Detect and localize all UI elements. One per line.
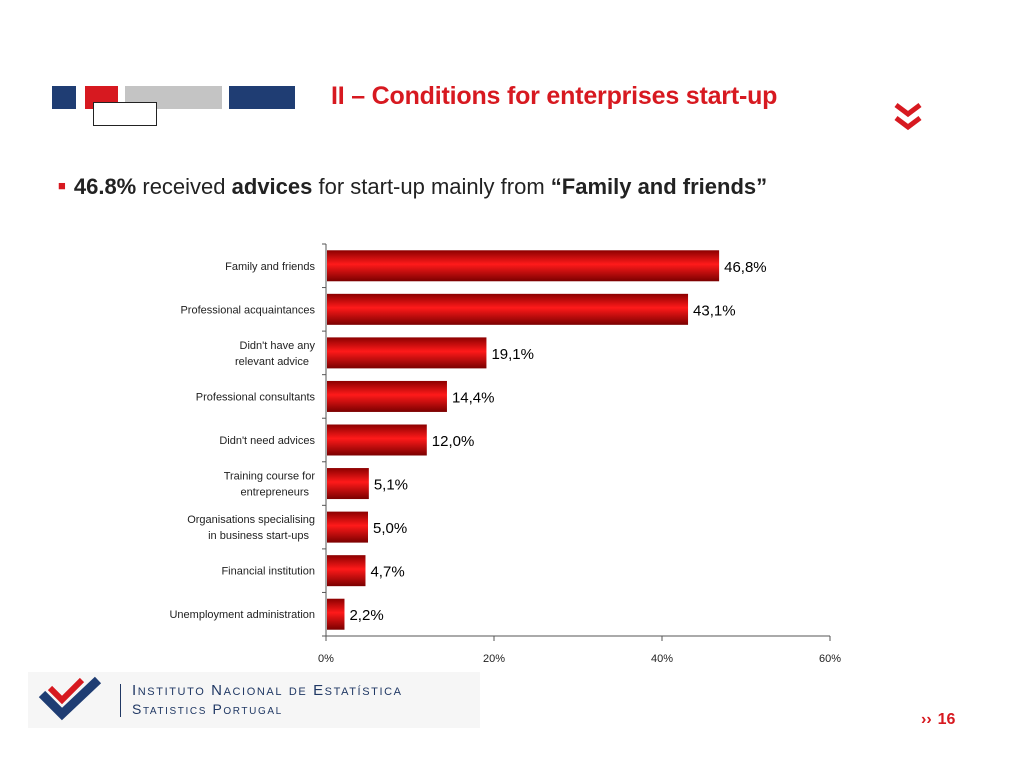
- bar: [327, 424, 427, 456]
- category-label: Financial institution: [221, 566, 315, 578]
- category-label: Training course for entrepreneurs: [224, 471, 316, 499]
- bar: [327, 293, 689, 325]
- data-label: 46,8%: [724, 259, 767, 276]
- bar: [327, 598, 345, 630]
- data-label: 5,0%: [373, 520, 407, 537]
- x-tick-label: 20%: [483, 653, 505, 665]
- headline-bold-word: advices: [231, 174, 313, 199]
- x-tick-label: 0%: [318, 653, 334, 665]
- headline-text-2: for start-up mainly from: [312, 174, 551, 199]
- x-tick-label: 60%: [819, 653, 841, 665]
- bar: [327, 250, 720, 282]
- data-label: 14,4%: [452, 389, 495, 406]
- category-label: Didn't have any relevant advice: [235, 340, 315, 368]
- logo-name: Instituto Nacional de Estatística: [132, 682, 403, 699]
- ine-logo: [28, 672, 480, 728]
- page-number-value: 16: [937, 711, 956, 728]
- data-label: 19,1%: [491, 346, 534, 363]
- data-label: 2,2%: [349, 607, 383, 624]
- page-number[interactable]: ›› 16: [921, 711, 955, 729]
- data-label: 4,7%: [370, 564, 404, 581]
- bar: [327, 555, 366, 587]
- double-chevron-down-icon[interactable]: [893, 101, 923, 133]
- category-label: Didn't need advices: [219, 435, 315, 447]
- data-label: 43,1%: [693, 302, 736, 319]
- bar: [327, 468, 369, 500]
- header-block-navy-2: [229, 86, 295, 109]
- headline-quote: “Family and friends”: [550, 174, 768, 199]
- bar: [327, 511, 368, 543]
- ine-logo-mark-icon: [38, 676, 102, 721]
- headline-text-1: received: [136, 174, 232, 199]
- square-bullet-icon: ■: [58, 178, 66, 193]
- logo-divider: [120, 684, 121, 717]
- headline: ■ 46.8% received advices for start-up mai…: [58, 174, 767, 200]
- header-outline-box: [93, 102, 157, 126]
- page-title: II – Conditions for enterprises start-up: [331, 82, 778, 110]
- x-tick-label: 40%: [651, 653, 673, 665]
- category-label: Professional acquaintances: [180, 304, 315, 316]
- bar: [327, 380, 447, 412]
- category-label: Professional consultants: [196, 391, 316, 403]
- category-label: Unemployment administration: [169, 609, 315, 621]
- headline-pct: 46.8%: [73, 174, 137, 199]
- category-label: Family and friends: [225, 261, 315, 273]
- category-label: Organisations specialising in business st…: [187, 514, 315, 542]
- double-chevron-right-icon[interactable]: ››: [921, 711, 932, 728]
- header-block-navy-1: [52, 86, 76, 109]
- bar: [327, 337, 487, 369]
- data-label: 5,1%: [374, 477, 408, 494]
- data-label: 12,0%: [432, 433, 475, 450]
- logo-subtitle: Statistics Portugal: [132, 701, 283, 717]
